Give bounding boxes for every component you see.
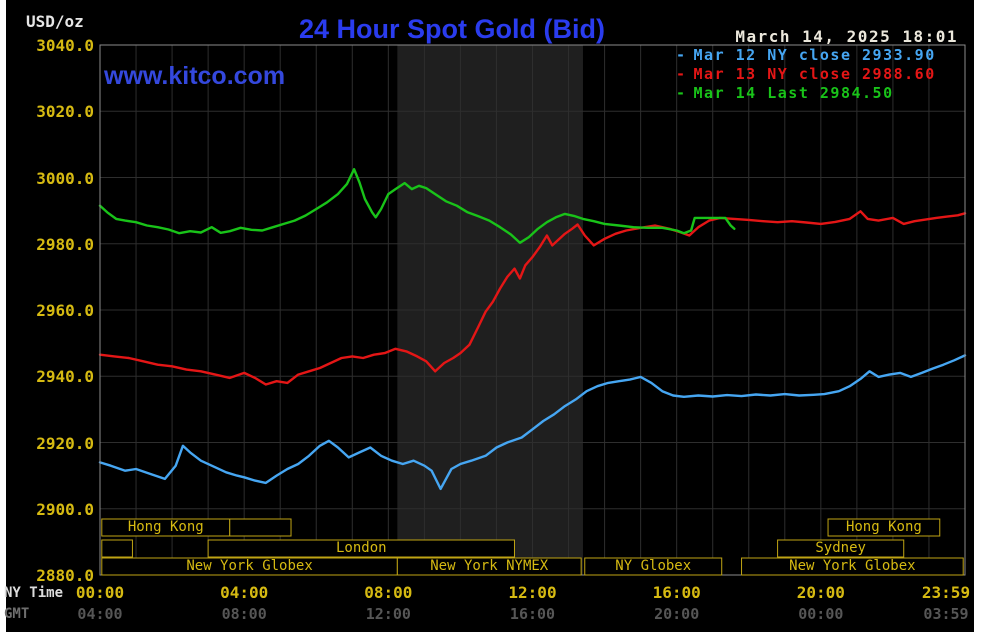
session-box xyxy=(827,518,941,537)
y-tick-label: 3040.0 xyxy=(36,36,94,55)
x-tick-gmt: 04:00 xyxy=(77,605,123,623)
session-box xyxy=(229,518,292,537)
y-tick-label: 2980.0 xyxy=(36,234,94,254)
legend-label: Mar 13 NY close 2988.60 xyxy=(693,65,936,83)
gmt-axis-caption: GMT xyxy=(4,606,30,622)
x-tick-gmt: 12:00 xyxy=(365,605,411,623)
legend-dash: - xyxy=(676,65,687,83)
session-box xyxy=(101,539,133,558)
x-tick-gmt: 03:59 xyxy=(923,605,969,623)
chart-timestamp: March 14, 2025 18:01 xyxy=(735,27,958,46)
session-label: London xyxy=(336,540,387,556)
x-tick-ny-time: 20:00 xyxy=(796,583,845,602)
y-tick-label: 2960.0 xyxy=(36,301,94,320)
session-label: Hong Kong xyxy=(127,519,204,535)
x-tick-gmt: 20:00 xyxy=(654,605,700,623)
x-tick-ny-time: 04:00 xyxy=(220,583,269,602)
chart-title: 24 Hour Spot Gold (Bid) xyxy=(299,14,605,44)
vertical-gridlines xyxy=(135,45,930,575)
price-line-mar-13 xyxy=(98,210,967,386)
x-tick-gmt: 00:00 xyxy=(798,605,844,623)
session-box xyxy=(777,539,905,558)
y-tick-label: 2920.0 xyxy=(36,433,94,453)
session-box xyxy=(584,557,723,576)
session-label: Hong Kong xyxy=(845,519,922,535)
session-box xyxy=(741,557,964,576)
legend-item: - Mar 12 NY close 2933.90 xyxy=(676,46,936,65)
x-tick-gmt: 08:00 xyxy=(221,605,267,623)
session-label: New York Globex xyxy=(186,558,313,574)
y-tick-label: 3000.0 xyxy=(36,168,94,188)
x-tick-ny-time: 23:59 xyxy=(921,583,971,602)
y-tick-label: 3020.0 xyxy=(36,102,94,122)
session-label: Sydney xyxy=(815,540,866,556)
session-box xyxy=(396,557,582,576)
session-box xyxy=(207,539,515,558)
ny-time-axis-caption: NY Time xyxy=(4,585,64,601)
x-tick-ny-time: 08:00 xyxy=(364,583,413,602)
y-tick-label: 2880.0 xyxy=(36,566,94,585)
kitco-watermark: www.kitco.com xyxy=(104,62,286,90)
x-tick-ny-time: 00:00 xyxy=(75,583,125,602)
legend-dash: - xyxy=(676,84,687,102)
legend-item: - Mar 13 NY close 2988.60 xyxy=(676,65,936,84)
legend-dash: - xyxy=(676,46,687,64)
x-tick-gmt: 16:00 xyxy=(509,605,556,623)
y-tick-label: 2900.0 xyxy=(36,499,94,519)
price-line-mar-14 xyxy=(98,167,736,245)
price-line-mar-12 xyxy=(98,354,967,491)
session-label: New York NYMEX xyxy=(430,558,549,574)
session-boxes xyxy=(101,518,964,576)
session-label: NY Globex xyxy=(615,558,692,574)
legend-label: Mar 14 Last 2984.50 xyxy=(693,84,894,102)
y-tick-label: 2940.0 xyxy=(36,367,94,387)
x-tick-ny-time: 12:00 xyxy=(508,583,557,602)
legend-item: - Mar 14 Last 2984.50 xyxy=(676,84,936,103)
legend-label: Mar 12 NY close 2933.90 xyxy=(693,46,936,64)
session-label: New York Globex xyxy=(789,558,916,574)
legend-box: - Mar 12 NY close 2933.90- Mar 13 NY close… xyxy=(676,46,936,103)
unit-label: USD/oz xyxy=(26,12,84,31)
x-tick-ny-time: 16:00 xyxy=(652,583,701,602)
